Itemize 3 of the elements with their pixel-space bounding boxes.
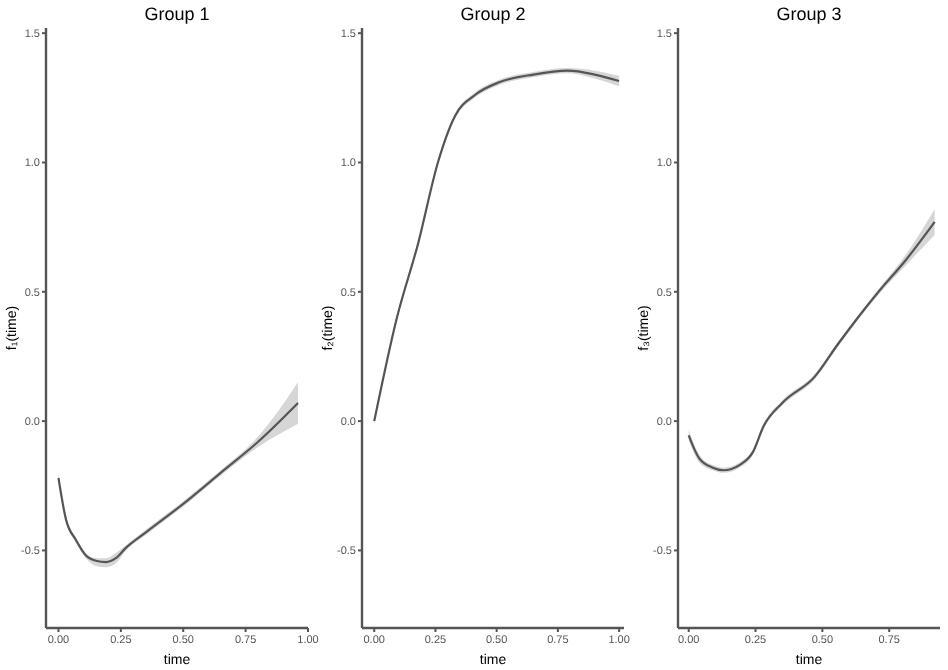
chart-title: Group 1 <box>144 4 210 24</box>
chart-title: Group 3 <box>776 4 842 24</box>
chart-title: Group 2 <box>460 4 526 24</box>
